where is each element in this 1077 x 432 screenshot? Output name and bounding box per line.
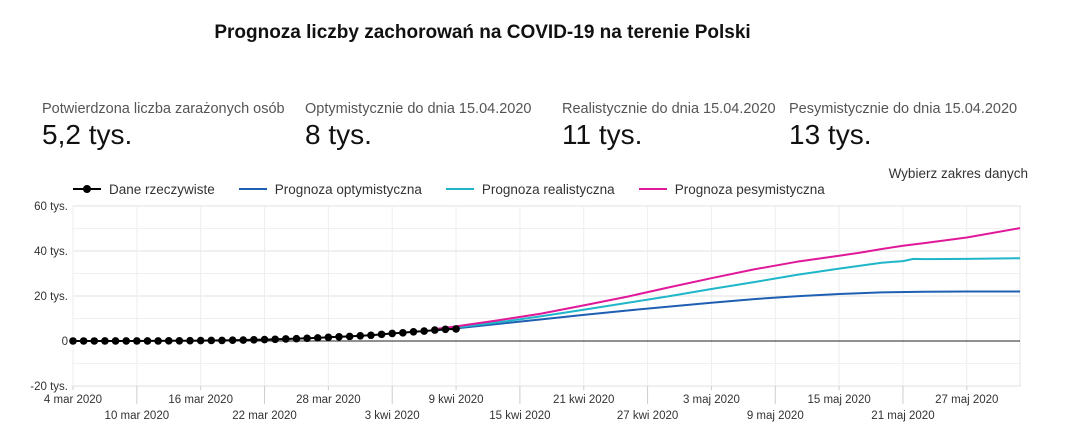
data-point-actual: [388, 329, 397, 338]
data-point-actual: [441, 325, 450, 334]
data-point-actual: [90, 337, 99, 345]
data-point-actual: [409, 327, 418, 336]
x-tick-label: 21 maj 2020: [871, 410, 934, 422]
data-point-actual: [260, 335, 269, 344]
data-point-actual: [196, 336, 205, 345]
kpi-realistic-label: Realistycznie do dnia 15.04.2020: [562, 101, 776, 117]
kpi-pessimistic: Pesymistycznie do dnia 15.04.2020 13 tys…: [789, 101, 1017, 151]
x-tick-label: 9 kwi 2020: [429, 394, 484, 406]
legend-item-optimistic[interactable]: Prognoza optymistyczna: [238, 181, 422, 197]
data-point-actual: [228, 336, 237, 345]
kpi-optimistic-value: 8 tys.: [305, 119, 372, 150]
data-point-actual: [79, 337, 88, 345]
series-line-pessimistic: [434, 227, 1021, 331]
x-tick-label: 16 mar 2020: [168, 394, 233, 406]
series-line-realistic: [434, 257, 1021, 331]
data-point-actual: [111, 337, 120, 345]
page-title: Prognoza liczby zachorowań na COVID-19 n…: [214, 22, 751, 43]
data-point-actual: [69, 337, 77, 345]
series-line-optimistic: [434, 290, 1020, 332]
x-tick-label: 27 maj 2020: [935, 394, 998, 406]
x-tick-label: 3 kwi 2020: [365, 410, 420, 422]
y-tick-label: 60 tys.: [34, 201, 68, 213]
x-tick-label: 22 mar 2020: [232, 410, 297, 422]
data-point-actual: [133, 337, 141, 345]
kpi-realistic: Realistycznie do dnia 15.04.2020 11 tys.: [562, 101, 776, 151]
data-point-actual: [122, 337, 131, 345]
data-point-actual: [239, 336, 248, 344]
data-point-actual: [324, 333, 333, 342]
data-point-actual: [356, 332, 365, 340]
legend-item-actual[interactable]: Dane rzeczywiste: [73, 182, 215, 197]
kpi-optimistic: Optymistycznie do dnia 15.04.2020 8 tys.: [305, 101, 532, 151]
data-point-actual: [271, 335, 279, 344]
data-point-actual: [282, 335, 290, 343]
x-tick-label: 15 maj 2020: [807, 394, 870, 406]
data-point-actual: [207, 336, 216, 345]
x-tick-label: 15 kwi 2020: [489, 410, 550, 422]
kpi-pessimistic-value: 13 tys.: [789, 119, 872, 150]
data-point-actual: [452, 325, 460, 333]
legend-label-pessimistic: Prognoza pesymistyczna: [674, 181, 825, 197]
data-point-actual: [143, 337, 152, 345]
kpi-pessimistic-label: Pesymistycznie do dnia 15.04.2020: [789, 101, 1018, 117]
y-tick-label: -20 tys.: [30, 381, 68, 393]
data-point-actual: [430, 326, 439, 334]
legend-label-optimistic: Prognoza optymistyczna: [274, 181, 422, 197]
data-point-actual: [420, 327, 428, 335]
data-point-actual: [335, 333, 343, 341]
x-tick-label: 4 mar 2020: [44, 394, 102, 406]
kpi-confirmed: Potwierdzona liczba zarażonych osób 5,2 …: [42, 101, 285, 151]
legend-swatch-pessimistic: [638, 188, 667, 190]
kpi-optimistic-label: Optymistycznie do dnia 15.04.2020: [305, 101, 532, 117]
data-point-actual: [367, 331, 375, 340]
data-point-actual: [292, 334, 301, 343]
legend-label-actual: Dane rzeczywiste: [109, 181, 215, 197]
data-point-actual: [175, 336, 184, 345]
data-point-actual: [218, 336, 226, 345]
data-point-actual: [377, 330, 386, 339]
data-point-actual: [399, 329, 407, 337]
y-tick-label: 0: [62, 336, 68, 348]
legend-swatch-realistic: [445, 188, 474, 190]
y-tick-label: 40 tys.: [34, 246, 68, 258]
y-tick-label: 20 tys.: [34, 291, 68, 303]
data-point-actual: [186, 336, 194, 345]
legend-swatch-actual: [73, 185, 101, 193]
date-range-selector[interactable]: Wybierz zakres danych: [888, 166, 1028, 181]
x-tick-label: 10 mar 2020: [105, 410, 170, 422]
legend-swatch-optimistic: [238, 188, 267, 190]
data-point-actual: [313, 334, 322, 342]
kpi-confirmed-label: Potwierdzona liczba zarażonych osób: [42, 101, 285, 117]
data-point-actual: [250, 335, 258, 344]
data-point-actual: [101, 337, 109, 345]
kpi-realistic-value: 11 tys.: [562, 119, 643, 150]
x-tick-label: 27 kwi 2020: [617, 410, 678, 422]
legend-label-realistic: Prognoza realistyczna: [481, 181, 615, 197]
data-point-actual: [164, 337, 173, 345]
legend-item-pessimistic[interactable]: Prognoza pesymistyczna: [638, 181, 825, 197]
data-point-actual: [154, 337, 162, 345]
x-tick-label: 28 mar 2020: [296, 394, 361, 406]
data-point-actual: [303, 334, 311, 343]
x-tick-label: 3 maj 2020: [683, 394, 740, 406]
kpi-confirmed-value: 5,2 tys.: [42, 119, 133, 150]
data-point-actual: [345, 332, 354, 341]
legend-item-realistic[interactable]: Prognoza realistyczna: [445, 181, 615, 197]
x-tick-label: 21 kwi 2020: [553, 394, 614, 406]
chart-legend: Dane rzeczywiste Prognoza optymistyczna …: [73, 180, 849, 198]
x-tick-label: 9 maj 2020: [747, 410, 804, 422]
